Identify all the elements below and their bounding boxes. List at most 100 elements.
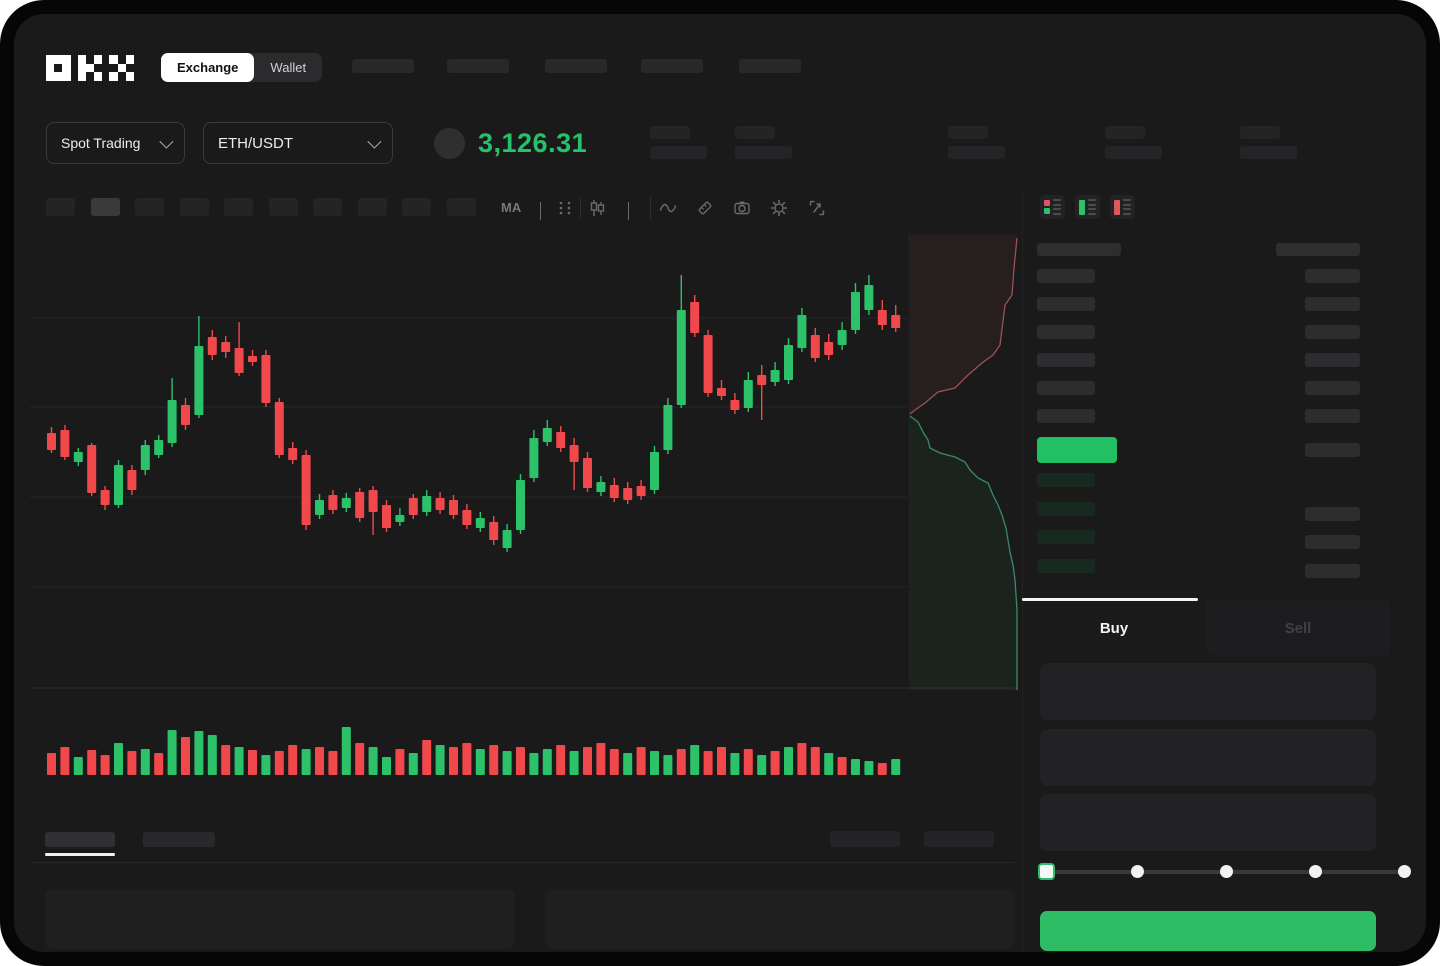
tab-buy[interactable]: Buy: [1099, 619, 1129, 637]
nav-item-placeholder[interactable]: [352, 59, 414, 73]
volume-bar: [435, 745, 445, 775]
candle-body: [703, 335, 713, 393]
slider-stop[interactable]: [1308, 865, 1322, 878]
nav-item-placeholder[interactable]: [447, 59, 509, 73]
slider-stop[interactable]: [1219, 865, 1233, 878]
interval-button-placeholder[interactable]: [357, 198, 387, 216]
candle-body: [743, 380, 753, 408]
candle-body: [341, 498, 351, 508]
interval-button-placeholder[interactable]: [135, 198, 164, 216]
ask-row-price-placeholder[interactable]: [1037, 381, 1095, 395]
interval-button-placeholder[interactable]: [446, 198, 476, 216]
volume-bar: [690, 745, 700, 775]
depth-bids-line: [909, 415, 1018, 690]
candle-body: [449, 500, 458, 515]
last-price: 3,126.31: [478, 128, 588, 158]
ask-row-size-placeholder[interactable]: [1305, 353, 1360, 367]
nav-item-placeholder[interactable]: [545, 59, 607, 73]
price-chart[interactable]: [30, 232, 1018, 778]
bid-row-size-placeholder[interactable]: [1305, 506, 1360, 521]
candle-body: [422, 496, 432, 512]
candle-body: [87, 445, 97, 493]
okx-logo: [46, 52, 134, 84]
tab-sell[interactable]: Sell: [1206, 601, 1390, 655]
ask-row-size-placeholder[interactable]: [1305, 269, 1360, 283]
fullscreen-icon[interactable]: [808, 199, 826, 217]
book-both-icon[interactable]: [1040, 195, 1065, 219]
measure-icon[interactable]: [696, 199, 714, 217]
slider-stop[interactable]: [1397, 865, 1411, 878]
trade-input-placeholder[interactable]: [1040, 794, 1376, 851]
volume-bar: [757, 755, 767, 775]
stat-label-placeholder: [1240, 126, 1280, 139]
candle-body: [207, 337, 217, 355]
volume-bar: [114, 743, 123, 775]
chevron-down-icon[interactable]: [540, 202, 541, 220]
candle-style-icon[interactable]: [588, 199, 606, 217]
trade-input-placeholder[interactable]: [1040, 728, 1376, 786]
market-type-dropdown[interactable]: Spot Trading: [46, 122, 185, 164]
indicator-dots-icon[interactable]: [556, 199, 574, 217]
stat-value-placeholder: [1105, 146, 1162, 159]
candle-body: [100, 490, 110, 505]
stat-label-placeholder: [948, 126, 988, 139]
volume-bar: [717, 747, 726, 775]
bid-row-price-placeholder[interactable]: [1037, 530, 1095, 544]
ask-row-price-placeholder[interactable]: [1037, 325, 1095, 339]
volume-bar: [623, 753, 633, 775]
bid-row-price-placeholder[interactable]: [1037, 473, 1095, 487]
ask-row-size-placeholder[interactable]: [1305, 381, 1360, 395]
volume-bar: [368, 747, 378, 775]
interval-button-placeholder[interactable]: [313, 198, 342, 216]
tab-exchange[interactable]: Exchange: [161, 53, 255, 82]
bottom-action-placeholder[interactable]: [830, 831, 900, 847]
nav-item-placeholder[interactable]: [641, 59, 703, 73]
ask-row-size-placeholder[interactable]: [1305, 325, 1360, 339]
volume-bar: [542, 749, 552, 775]
volume-bar: [355, 743, 365, 775]
volume-bar: [87, 750, 97, 775]
candle-body: [824, 342, 834, 355]
book-bids-icon[interactable]: [1075, 195, 1100, 219]
book-asks-icon[interactable]: [1110, 195, 1135, 219]
chevron-down-icon[interactable]: [628, 202, 629, 220]
ask-row-price-placeholder[interactable]: [1037, 269, 1095, 283]
ask-row-price-placeholder[interactable]: [1037, 409, 1095, 423]
interval-button-placeholder[interactable]: [179, 198, 209, 216]
bottom-tab-placeholder[interactable]: [143, 832, 215, 847]
bid-row-size-placeholder[interactable]: [1305, 535, 1360, 549]
slider-handle[interactable]: [1038, 863, 1055, 880]
line-overlay-icon[interactable]: [659, 199, 677, 217]
slider-stop[interactable]: [1130, 865, 1144, 878]
ask-row-price-placeholder[interactable]: [1037, 353, 1095, 367]
pair-dropdown[interactable]: ETH/USDT: [203, 122, 393, 164]
interval-button-placeholder[interactable]: [90, 198, 120, 216]
tab-wallet[interactable]: Wallet: [270, 60, 307, 75]
ma-dropdown[interactable]: MA: [501, 200, 522, 215]
camera-icon[interactable]: [733, 199, 751, 217]
orderbook-view-toggles: [1040, 195, 1135, 219]
interval-button-placeholder[interactable]: [46, 198, 75, 216]
bid-row-size-placeholder[interactable]: [1305, 563, 1360, 578]
volume-bar: [140, 749, 150, 775]
settings-icon[interactable]: [770, 199, 788, 217]
candle-body: [435, 498, 445, 510]
bid-row-price-placeholder[interactable]: [1037, 501, 1095, 516]
trade-input-placeholder[interactable]: [1040, 663, 1376, 720]
volume-bar: [824, 753, 834, 775]
buy-submit-button[interactable]: [1040, 911, 1376, 951]
ask-row-price-placeholder[interactable]: [1037, 297, 1095, 311]
bid-row-price-placeholder[interactable]: [1037, 558, 1095, 573]
amount-slider[interactable]: [1038, 863, 1411, 880]
interval-button-placeholder[interactable]: [402, 198, 431, 216]
nav-item-placeholder[interactable]: [739, 59, 801, 73]
candle-body: [730, 400, 740, 410]
bottom-action-placeholder[interactable]: [924, 831, 994, 847]
bottom-tab-placeholder[interactable]: [45, 832, 115, 847]
interval-button-placeholder[interactable]: [268, 198, 298, 216]
volume-bar: [274, 751, 284, 775]
volume-bar: [328, 751, 338, 775]
ask-row-size-placeholder[interactable]: [1305, 297, 1360, 311]
ask-row-size-placeholder[interactable]: [1305, 409, 1360, 423]
interval-button-placeholder[interactable]: [224, 198, 253, 216]
